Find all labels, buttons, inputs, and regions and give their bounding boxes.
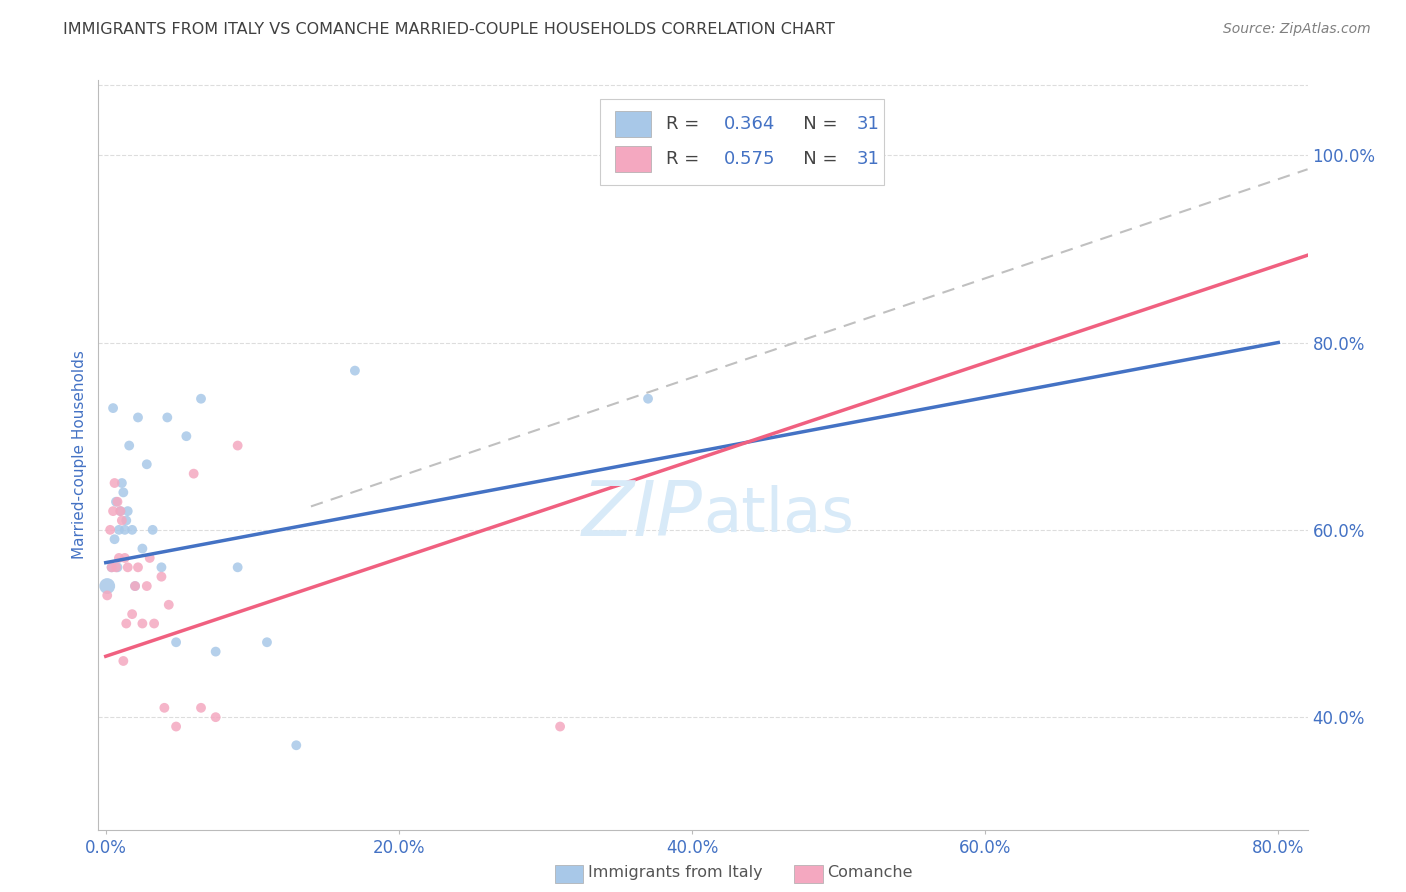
Point — [156, 410, 179, 425]
Point — [150, 560, 173, 574]
Point — [131, 616, 153, 631]
Point — [135, 457, 157, 471]
Point — [115, 514, 138, 528]
Point — [135, 579, 157, 593]
Point — [256, 635, 278, 649]
Point — [100, 560, 122, 574]
Point — [127, 410, 149, 425]
Point — [101, 504, 124, 518]
Text: 31: 31 — [856, 115, 879, 133]
Point — [108, 551, 131, 566]
Text: R =: R = — [665, 115, 704, 133]
Point — [112, 654, 135, 668]
Point — [204, 710, 226, 724]
Point — [165, 719, 187, 733]
Point — [115, 616, 138, 631]
Text: atlas: atlas — [703, 485, 853, 545]
Point — [226, 439, 249, 453]
Point — [107, 494, 129, 508]
Text: Source: ZipAtlas.com: Source: ZipAtlas.com — [1223, 22, 1371, 37]
Point — [124, 579, 146, 593]
Point — [117, 560, 139, 574]
Point — [105, 560, 128, 574]
Point — [103, 476, 125, 491]
Point — [121, 523, 143, 537]
Point — [114, 551, 136, 566]
Point — [110, 504, 132, 518]
Text: R =: R = — [665, 150, 704, 168]
FancyBboxPatch shape — [614, 111, 651, 136]
Point — [131, 541, 153, 556]
Point — [111, 514, 134, 528]
Point — [121, 607, 143, 622]
Text: IMMIGRANTS FROM ITALY VS COMANCHE MARRIED-COUPLE HOUSEHOLDS CORRELATION CHART: IMMIGRANTS FROM ITALY VS COMANCHE MARRIE… — [63, 22, 835, 37]
Point — [127, 560, 149, 574]
Point — [142, 523, 165, 537]
Point — [114, 523, 136, 537]
Point — [637, 392, 659, 406]
Point — [107, 560, 129, 574]
Text: 31: 31 — [856, 150, 879, 168]
Point — [343, 364, 366, 378]
Point — [190, 701, 212, 715]
Text: N =: N = — [786, 115, 844, 133]
Text: N =: N = — [786, 150, 844, 168]
Text: 0.364: 0.364 — [724, 115, 775, 133]
Point — [98, 523, 121, 537]
Point — [143, 616, 166, 631]
Point — [103, 532, 125, 546]
Point — [110, 504, 132, 518]
Point — [96, 579, 118, 593]
Point — [153, 701, 176, 715]
Point — [157, 598, 180, 612]
Text: Immigrants from Italy: Immigrants from Italy — [588, 865, 762, 880]
Point — [183, 467, 205, 481]
FancyBboxPatch shape — [614, 145, 651, 172]
Point — [118, 439, 141, 453]
Point — [150, 570, 173, 584]
Point — [100, 560, 122, 574]
Point — [117, 504, 139, 518]
Point — [226, 560, 249, 574]
Point — [190, 392, 212, 406]
Point — [108, 523, 131, 537]
Point — [548, 719, 571, 733]
Text: ZIP: ZIP — [582, 478, 703, 552]
FancyBboxPatch shape — [600, 99, 884, 186]
Point — [105, 494, 128, 508]
Text: 0.575: 0.575 — [724, 150, 775, 168]
Point — [165, 635, 187, 649]
Point — [124, 579, 146, 593]
Point — [111, 476, 134, 491]
Y-axis label: Married-couple Households: Married-couple Households — [72, 351, 87, 559]
Point — [101, 401, 124, 416]
Text: Comanche: Comanche — [827, 865, 912, 880]
Point — [138, 551, 160, 566]
Point — [285, 739, 308, 753]
Point — [176, 429, 198, 443]
Point — [112, 485, 135, 500]
Point — [96, 589, 118, 603]
Point — [204, 644, 226, 658]
